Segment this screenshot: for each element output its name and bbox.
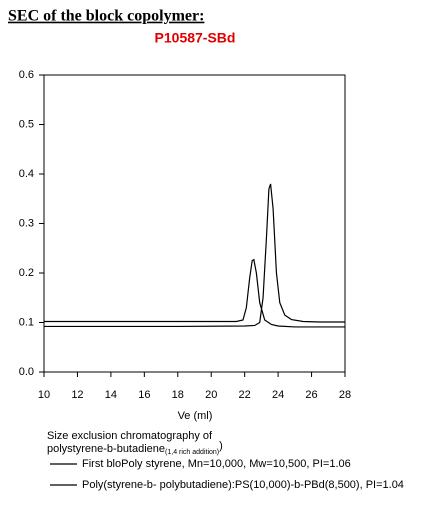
note-subscript: (1,4 rich addition) — [165, 449, 219, 456]
legend-label: Poly(styrene-b- polybutadiene):PS(10,000… — [82, 479, 404, 491]
x-axis-label: Ve (ml) — [178, 410, 213, 422]
x-tick-label: 18 — [172, 389, 184, 401]
y-tick-label: 0.6 — [19, 69, 34, 81]
note-text: ) — [219, 440, 223, 452]
y-tick-label: 0.5 — [19, 118, 34, 130]
y-tick-label: 0.3 — [19, 217, 34, 229]
x-tick-label: 12 — [71, 389, 83, 401]
y-tick-label: 0.1 — [19, 316, 34, 328]
note-text: polystyrene-b-butadiene — [47, 443, 165, 455]
x-tick-label: 24 — [272, 389, 284, 401]
note-text: Size exclusion chromatography of — [47, 430, 213, 442]
y-tick-label: 0.4 — [19, 168, 34, 180]
x-tick-label: 26 — [305, 389, 317, 401]
y-tick-label: 0.2 — [19, 267, 34, 279]
chart-subtitle: P10587-SBd — [155, 30, 236, 46]
y-tick-label: 0.0 — [19, 366, 34, 378]
series-line — [44, 258, 345, 328]
series-line — [44, 183, 345, 328]
x-tick-label: 16 — [138, 389, 150, 401]
x-tick-label: 10 — [38, 389, 50, 401]
x-tick-label: 20 — [205, 389, 217, 401]
x-tick-label: 14 — [105, 389, 117, 401]
x-tick-label: 22 — [239, 389, 251, 401]
chart-title: SEC of the block copolymer: — [8, 8, 204, 25]
legend-label: First bloPoly styrene, Mn=10,000, Mw=10,… — [82, 458, 351, 470]
x-tick-label: 28 — [339, 389, 351, 401]
